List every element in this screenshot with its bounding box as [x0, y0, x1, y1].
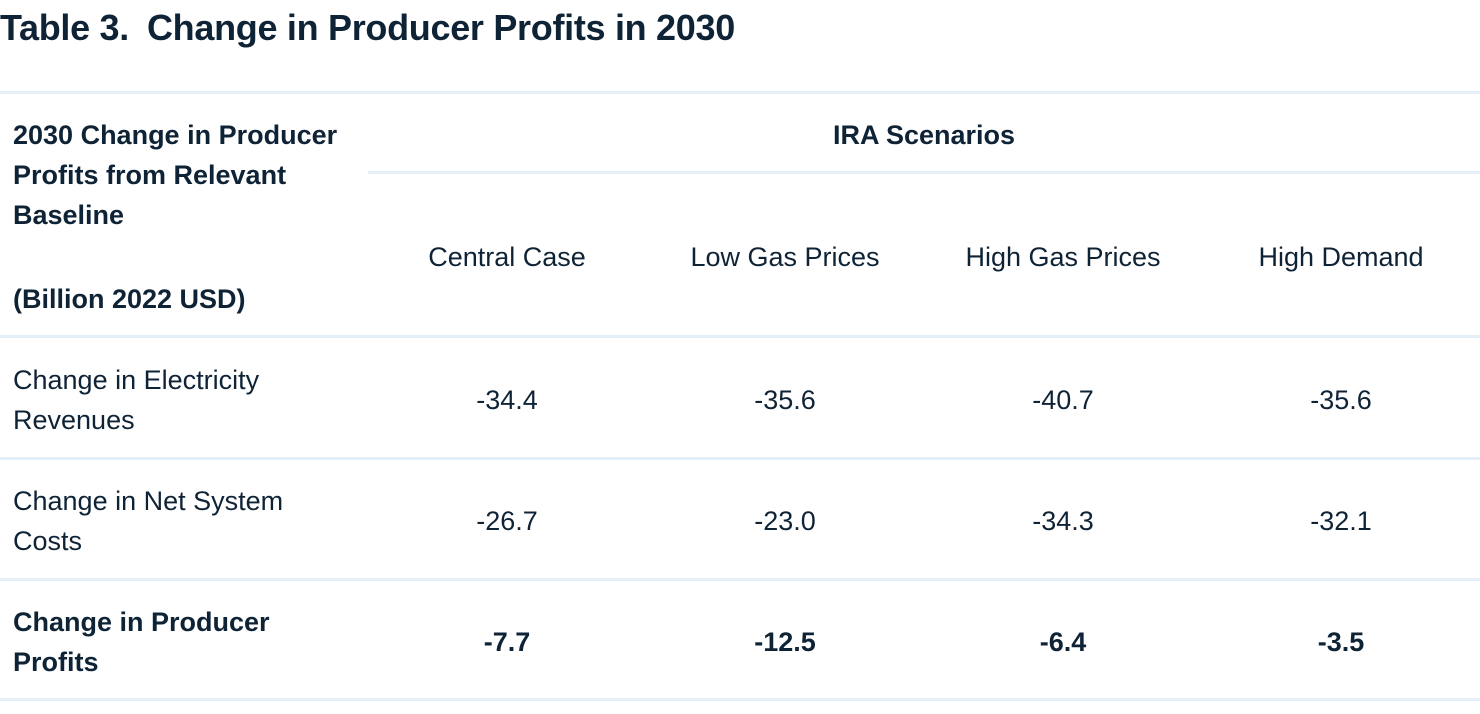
table-cell-total: -7.7 [483, 627, 531, 657]
table-title: Table 3. Change in Producer Profits in 20… [0, 6, 735, 50]
row-label-electricity-revenues: Change in Electricity Revenues [13, 360, 353, 440]
table-cell: -35.6 [754, 385, 816, 415]
table-cell: -40.7 [1032, 385, 1094, 415]
header-row-label: 2030 Change in Producer Profits from Rel… [13, 115, 353, 235]
header-unit-label: (Billion 2022 USD) [13, 284, 246, 314]
header-row-label-line: Baseline [13, 200, 125, 230]
row-label-line: Change in Producer [13, 607, 270, 637]
table-cell: -26.7 [476, 506, 538, 536]
header-bottom-rule [0, 335, 1480, 338]
table-number: Table 3. [0, 7, 129, 48]
table-cell-total: -12.5 [754, 627, 816, 657]
table-cell: -35.6 [1310, 385, 1372, 415]
column-header-central-case: Central Case [428, 242, 586, 272]
group-header-ira-scenarios: IRA Scenarios [832, 120, 1016, 150]
table-cell-total: -3.5 [1317, 627, 1365, 657]
header-row-label-line: Profits from Relevant [13, 160, 287, 190]
top-rule [0, 91, 1480, 94]
row-label-line: Change in Electricity [13, 365, 260, 395]
group-header-rule [368, 171, 1480, 174]
row-divider-2 [0, 578, 1480, 581]
table-cell: -34.4 [476, 385, 538, 415]
row-divider-1 [0, 457, 1480, 460]
table-cell-total: -6.4 [1039, 627, 1087, 657]
table-cell: -32.1 [1310, 506, 1372, 536]
column-header-high-gas-prices: High Gas Prices [965, 242, 1161, 272]
row-label-line: Costs [13, 526, 83, 556]
column-header-high-demand: High Demand [1258, 242, 1424, 272]
header-row-label-line: 2030 Change in Producer [13, 120, 338, 150]
bottom-rule [0, 698, 1480, 701]
row-label-line: Revenues [13, 405, 135, 435]
row-label-line: Change in Net System [13, 486, 284, 516]
row-label-line: Profits [13, 647, 99, 677]
table-title-text: Change in Producer Profits in 2030 [146, 7, 735, 48]
column-header-low-gas-prices: Low Gas Prices [690, 242, 880, 272]
table-cell: -23.0 [754, 506, 816, 536]
row-label-producer-profits: Change in Producer Profits [13, 602, 353, 682]
table-cell: -34.3 [1032, 506, 1094, 536]
row-label-net-system-costs: Change in Net System Costs [13, 481, 353, 561]
